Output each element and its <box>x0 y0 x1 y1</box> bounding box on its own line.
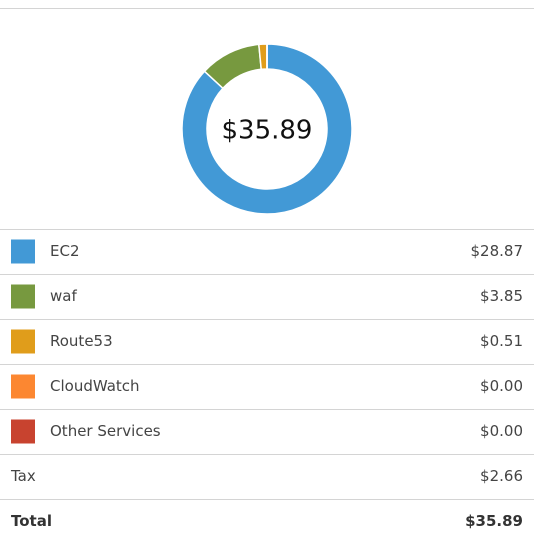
legend-swatch <box>11 419 35 444</box>
service-name: Other Services <box>50 422 161 440</box>
summary-amount: $2.66 <box>480 467 523 485</box>
legend-swatch <box>11 239 35 264</box>
donut-segment <box>181 43 353 215</box>
summary-label: Total <box>11 512 52 530</box>
service-name: CloudWatch <box>50 377 140 395</box>
service-cost: $3.85 <box>480 287 523 305</box>
service-cost: $0.51 <box>480 332 523 350</box>
legend-swatch <box>11 284 35 309</box>
summary-label: Tax <box>10 467 36 485</box>
service-name: waf <box>50 287 77 305</box>
summary-amount: $35.89 <box>465 512 523 530</box>
service-cost: $0.00 <box>480 377 523 395</box>
legend-swatch <box>11 374 35 399</box>
donut-center-label: $35.89 <box>222 116 313 146</box>
service-cost: $0.00 <box>480 422 523 440</box>
service-cost: $28.87 <box>471 242 524 260</box>
legend-swatch <box>11 329 35 354</box>
service-name: Route53 <box>50 332 113 350</box>
service-name: EC2 <box>50 242 80 260</box>
